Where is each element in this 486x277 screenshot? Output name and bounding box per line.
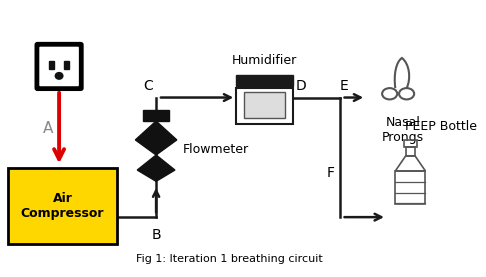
Bar xyxy=(243,92,285,118)
Bar xyxy=(236,75,293,86)
Text: C: C xyxy=(143,79,153,93)
Text: A: A xyxy=(43,121,53,136)
Text: E: E xyxy=(340,79,349,93)
Text: Flowmeter: Flowmeter xyxy=(182,143,248,156)
Text: Fig 1: Iteration 1 breathing circuit: Fig 1: Iteration 1 breathing circuit xyxy=(136,254,323,264)
Bar xyxy=(143,110,169,121)
Polygon shape xyxy=(136,121,177,155)
Text: PEEP Bottle: PEEP Bottle xyxy=(405,120,477,133)
Text: Humidifier: Humidifier xyxy=(232,54,297,67)
Polygon shape xyxy=(137,155,175,181)
Text: F: F xyxy=(327,166,335,180)
FancyBboxPatch shape xyxy=(35,43,83,90)
Text: Air
Compressor: Air Compressor xyxy=(20,192,104,220)
Bar xyxy=(64,61,69,69)
Text: Nasal
Prongs: Nasal Prongs xyxy=(382,116,424,144)
FancyBboxPatch shape xyxy=(8,168,117,243)
Bar xyxy=(236,88,293,124)
Bar xyxy=(406,147,415,156)
Bar xyxy=(395,171,425,204)
Bar xyxy=(404,140,417,147)
Ellipse shape xyxy=(55,73,63,79)
Bar xyxy=(49,61,54,69)
Text: B: B xyxy=(151,229,161,242)
Text: D: D xyxy=(295,79,306,93)
FancyBboxPatch shape xyxy=(39,47,79,86)
